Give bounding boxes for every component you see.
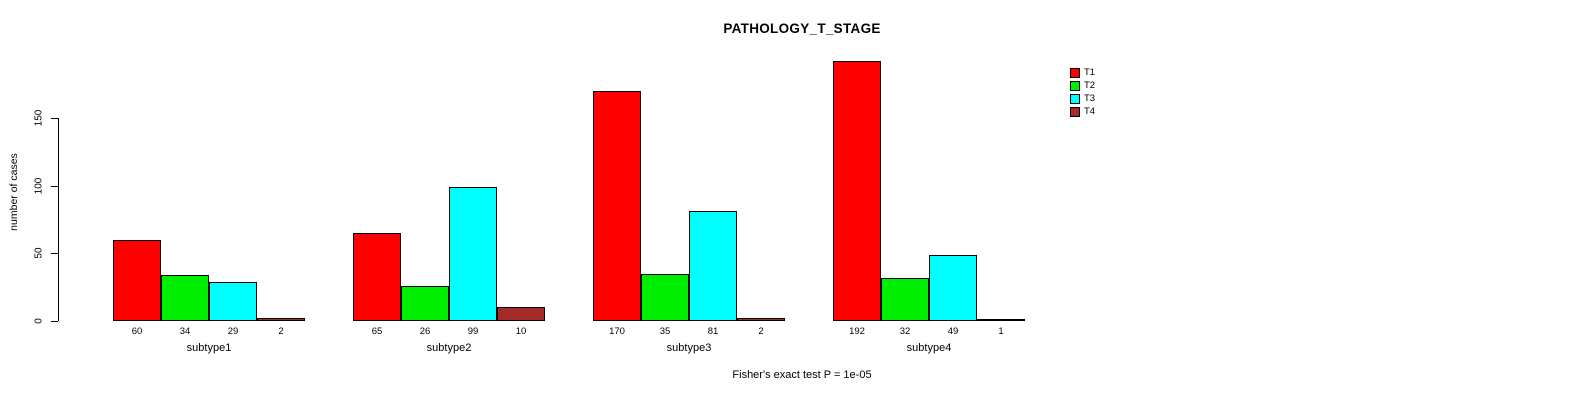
legend-swatch-t3 bbox=[1070, 93, 1080, 104]
bar-value-label: 192 bbox=[849, 326, 865, 337]
legend-item-t1: T1 bbox=[1070, 66, 1095, 79]
bar-subtype1-t3 bbox=[209, 281, 257, 321]
y-tick-label: 100 bbox=[33, 177, 45, 194]
legend-item-t3: T3 bbox=[1070, 92, 1095, 105]
bar-subtype4-t1 bbox=[833, 61, 881, 321]
bar-value-label: 1 bbox=[998, 326, 1004, 337]
bar-subtype3-t3 bbox=[689, 211, 737, 321]
chart-title: PATHOLOGY_T_STAGE bbox=[723, 21, 881, 36]
bar-value-label: 2 bbox=[278, 326, 284, 337]
bar-subtype4-t4 bbox=[977, 319, 1025, 321]
bar-subtype4-t3 bbox=[929, 254, 977, 321]
bar-value-label: 49 bbox=[947, 326, 959, 337]
y-axis-line bbox=[58, 118, 59, 321]
bar-subtype3-t4 bbox=[737, 318, 785, 321]
legend-label: T2 bbox=[1084, 79, 1096, 91]
legend-swatch-t4 bbox=[1070, 106, 1080, 117]
bar-value-label: 65 bbox=[371, 326, 383, 337]
legend: T1 T2 T3 T4 bbox=[1070, 66, 1095, 118]
bar-value-label: 60 bbox=[131, 326, 143, 337]
y-tick bbox=[51, 118, 58, 119]
bar-subtype3-t1 bbox=[593, 90, 641, 321]
bar-value-label: 2 bbox=[758, 326, 764, 337]
bar-subtype4-t2 bbox=[881, 277, 929, 321]
legend-label: T1 bbox=[1084, 66, 1096, 78]
category-label-subtype1: subtype1 bbox=[186, 342, 232, 354]
bar-value-label: 35 bbox=[659, 326, 671, 337]
y-tick-label: 0 bbox=[33, 318, 45, 324]
fisher-test-caption: Fisher's exact test P = 1e-05 bbox=[732, 369, 872, 381]
legend-item-t2: T2 bbox=[1070, 79, 1095, 92]
bar-subtype2-t4 bbox=[497, 307, 545, 321]
bar-value-label: 34 bbox=[179, 326, 191, 337]
legend-label: T4 bbox=[1084, 105, 1096, 117]
y-tick-label: 150 bbox=[33, 109, 45, 127]
bar-subtype2-t3 bbox=[449, 187, 497, 321]
bar-subtype1-t2 bbox=[161, 274, 209, 321]
bar-value-label: 29 bbox=[227, 326, 239, 337]
legend-swatch-t2 bbox=[1070, 80, 1080, 91]
category-label-subtype2: subtype2 bbox=[426, 342, 472, 354]
category-label-subtype3: subtype3 bbox=[666, 342, 712, 354]
y-tick bbox=[51, 321, 58, 322]
bar-value-label: 81 bbox=[707, 326, 719, 337]
bar-value-label: 32 bbox=[899, 326, 911, 337]
category-label-subtype4: subtype4 bbox=[906, 342, 952, 354]
bar-subtype2-t1 bbox=[353, 233, 401, 321]
legend-label: T3 bbox=[1084, 92, 1096, 104]
y-tick bbox=[51, 253, 58, 255]
legend-swatch-t1 bbox=[1070, 67, 1080, 78]
y-tick-label: 50 bbox=[33, 247, 45, 259]
y-axis-label: number of cases bbox=[8, 153, 20, 231]
bar-subtype1-t4 bbox=[257, 318, 305, 321]
y-tick bbox=[51, 185, 58, 187]
bar-subtype3-t2 bbox=[641, 273, 689, 321]
bar-value-label: 10 bbox=[515, 326, 527, 337]
bar-value-label: 99 bbox=[467, 326, 479, 337]
bar-subtype2-t2 bbox=[401, 285, 449, 321]
bar-subtype1-t1 bbox=[113, 239, 161, 321]
bar-value-label: 26 bbox=[419, 326, 431, 337]
bar-value-label: 170 bbox=[609, 326, 625, 337]
legend-item-t4: T4 bbox=[1070, 105, 1095, 118]
